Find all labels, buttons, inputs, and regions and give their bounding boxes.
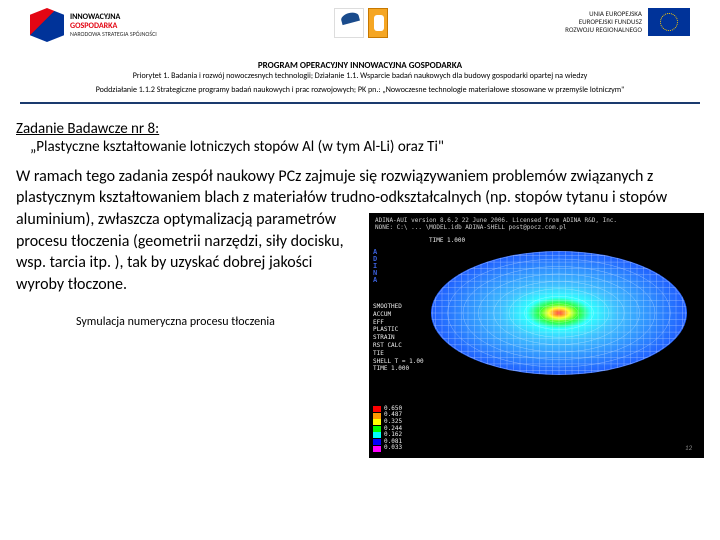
header-divider [20,102,700,104]
program-sub1: Priorytet 1. Badania i rozwój nowoczesny… [0,71,720,85]
body-paragraph: W ramach tego zadania zespół naukowy PCz… [16,166,704,296]
eu-flag-icon [648,8,690,36]
sim-left-params: SMOOTHEDACCUMEFFPLASTICSTRAINRST CALCTIE… [373,303,424,373]
program-sub2: Poddziałanie 1.1.2 Strategiczne programy… [0,85,720,99]
ig-line3: NARODOWA STRATEGIA SPÓJNOŚCI [70,31,157,38]
eu-line3: ROZWOJU REGIONALNEGO [565,26,642,34]
simulation-figure: ADINA-AUI version 8.6.2 22 June 2006. Li… [369,213,704,458]
badge-orange-icon [368,8,388,38]
header-logos: INNOWACYJNA GOSPODARKA NARODOWA STRATEGI… [0,0,720,60]
sim-header-l2: NONE: C:\ ... \MODEL.idb ADINA-SHELL pos… [375,224,698,231]
sim-header-l1: ADINA-AUI version 8.6.2 22 June 2006. Li… [375,217,698,224]
page-number: 12 [685,443,692,452]
main-content: Zadanie Badawcze nr 8: „Plastyczne kszta… [0,114,720,330]
ig-cube-icon [30,8,64,42]
program-title: PROGRAM OPERACYJNY INNOWACYJNA GOSPODARK… [0,60,720,71]
center-badges [334,8,388,38]
task-title: Zadanie Badawcze nr 8: [16,120,704,138]
logo-innowacyjna-gospodarka: INNOWACYJNA GOSPODARKA NARODOWA STRATEGI… [30,8,157,42]
badge-blue-icon [334,8,364,38]
logo-eu: UNIA EUROPEJSKA EUROPEJSKI FUNDUSZ ROZWO… [565,8,690,36]
adina-brand: ADINA [373,249,377,284]
color-legend: 0.6500.4870.3250.2440.1620.0810.033 [373,406,402,452]
sim-header: ADINA-AUI version 8.6.2 22 June 2006. Li… [369,213,704,233]
task-subtitle: „Plastyczne kształtowanie lotniczych sto… [16,138,704,156]
mesh-ellipse [429,243,689,383]
